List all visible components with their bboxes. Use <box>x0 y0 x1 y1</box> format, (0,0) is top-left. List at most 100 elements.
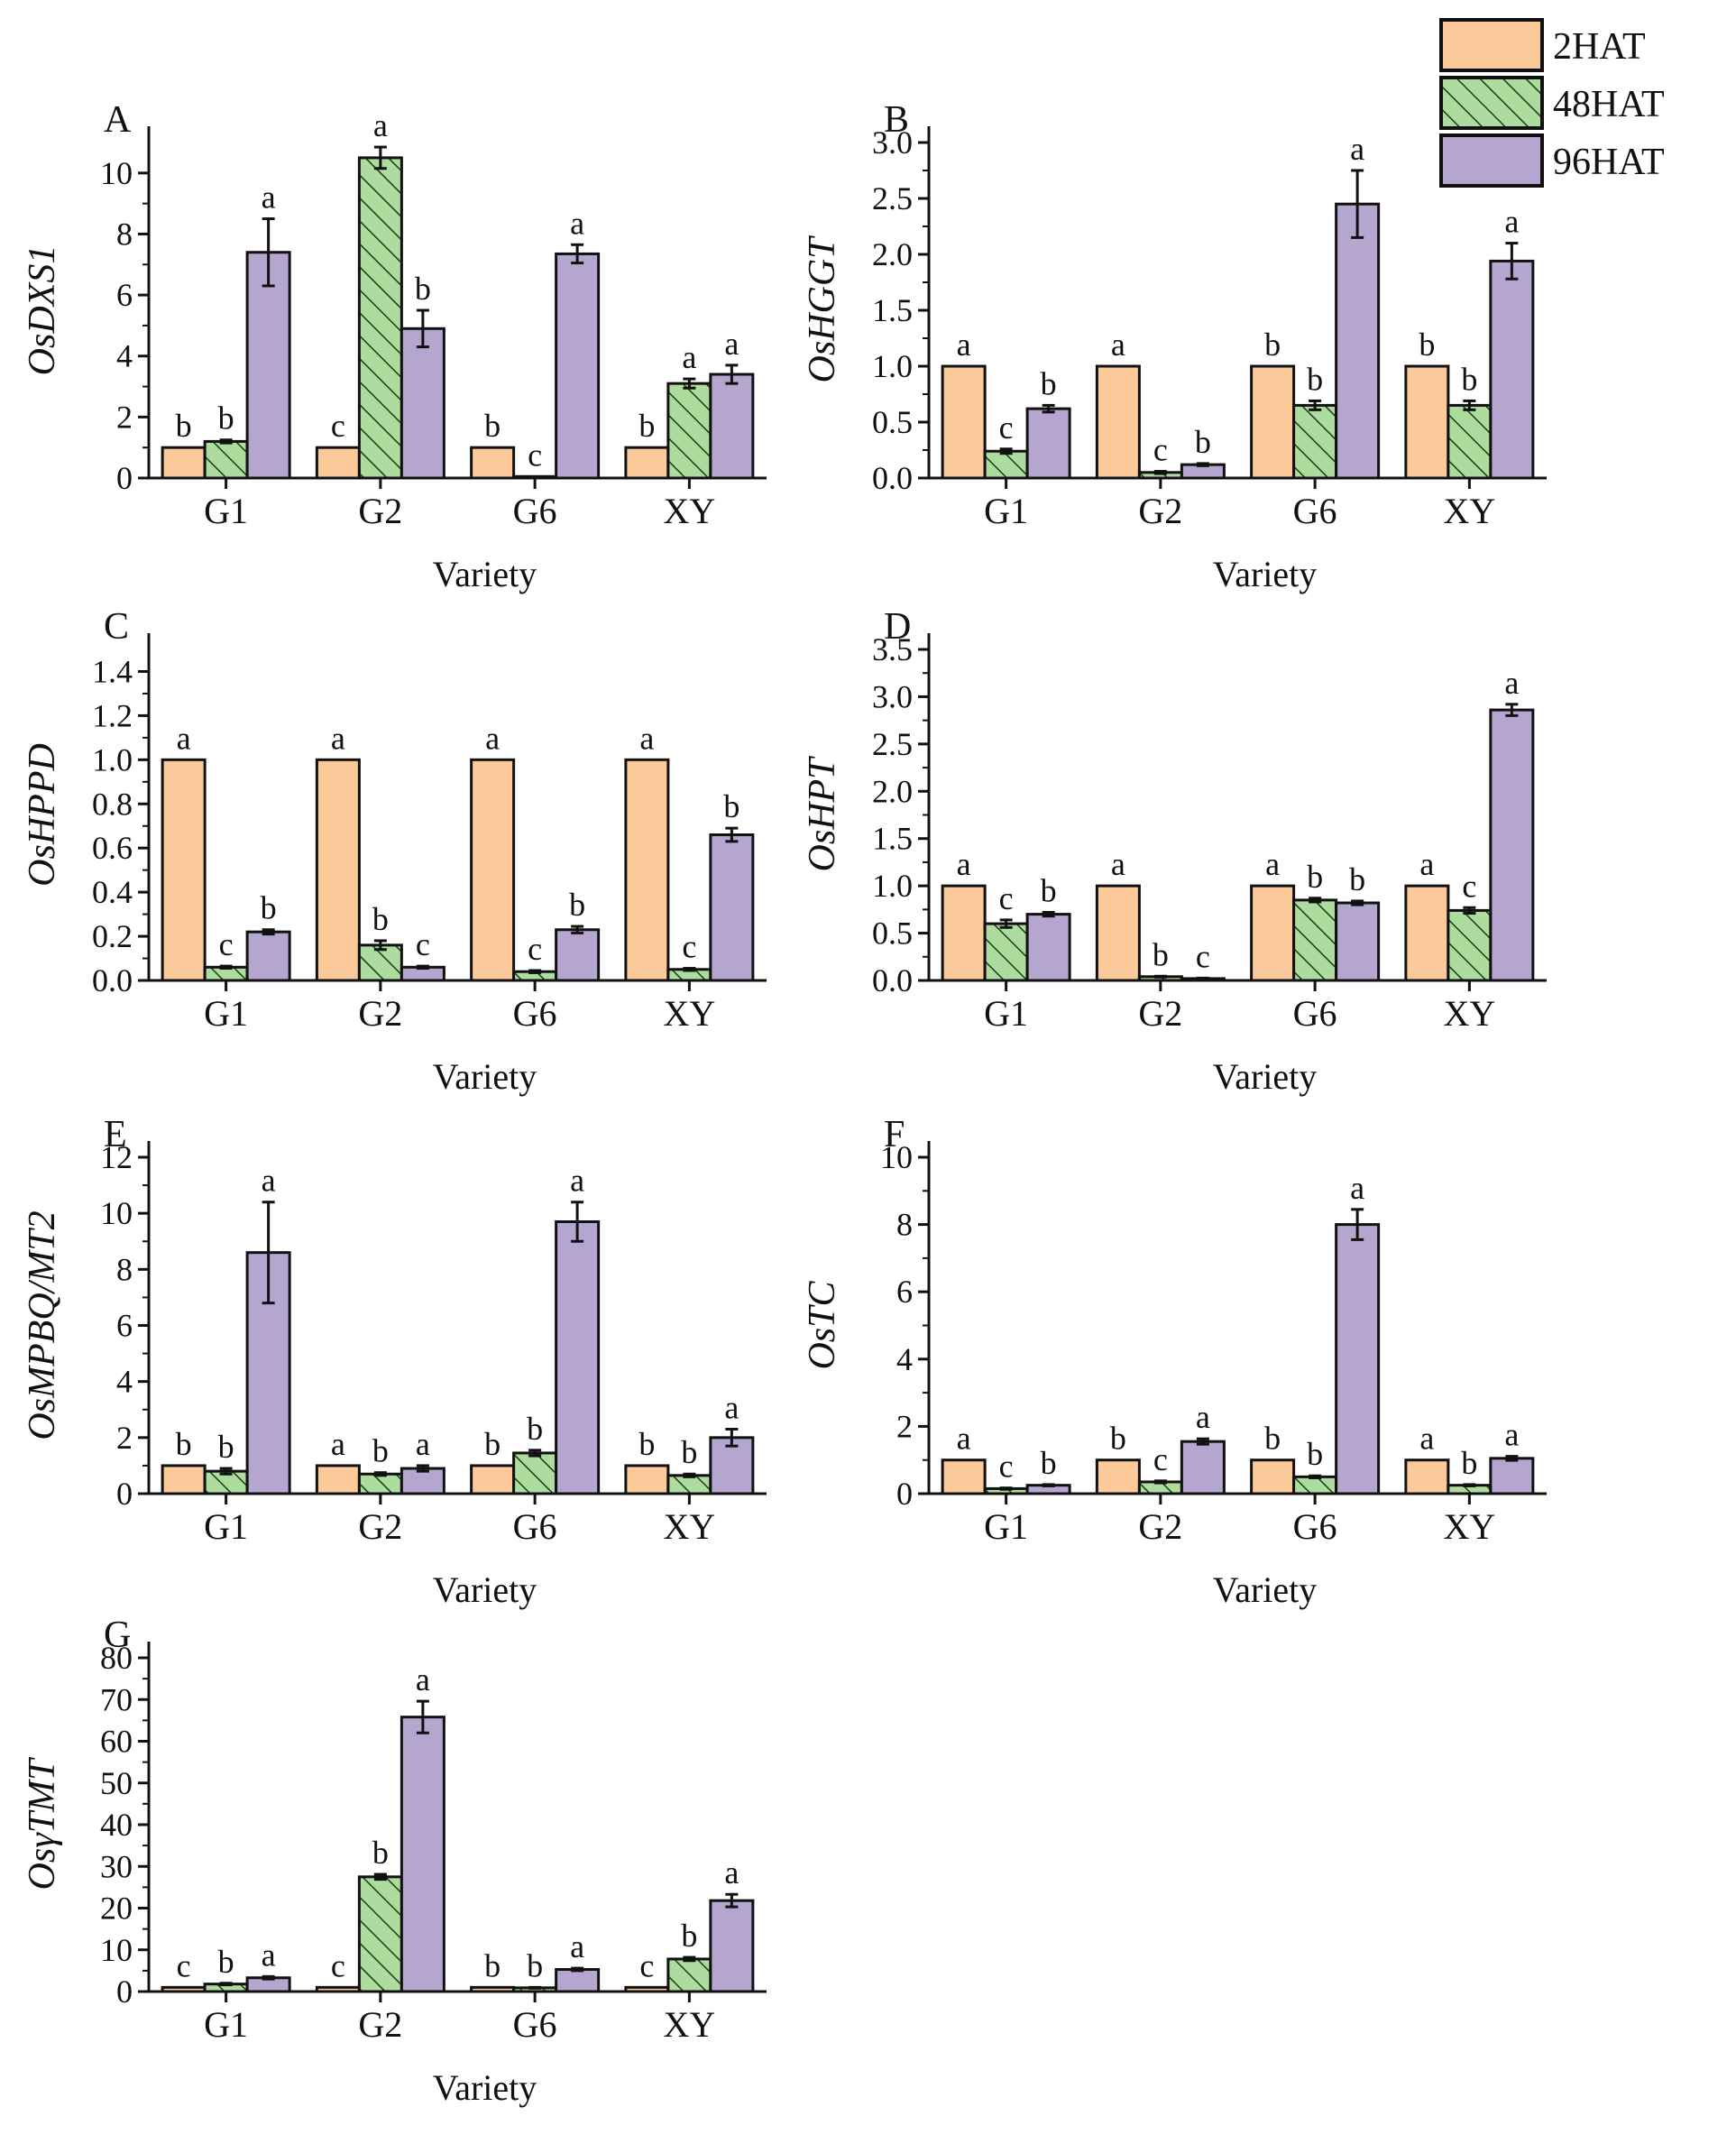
panel-c-sig-label-xy-48hat: c <box>682 929 696 965</box>
panel-b-sig-label-g2-2hat: a <box>1111 327 1125 363</box>
panel-c-bar-xy-96hat <box>709 833 755 982</box>
panel-b-sig-label-g6-96hat: a <box>1350 131 1364 167</box>
panel-c-ytick-label: 1.4 <box>92 653 133 689</box>
panel-g-ytick-label: 70 <box>100 1681 133 1717</box>
panel-g-category-label-g1: G1 <box>204 2004 248 2045</box>
panel-b-sig-label-g2-96hat: b <box>1195 424 1211 460</box>
panel-b-category-label-g2: G2 <box>1138 491 1182 531</box>
panel-c-ytick-label: 1.0 <box>92 741 133 777</box>
panel-g-sig-label-g6-96hat: a <box>570 1928 584 1964</box>
panel-c-sig-label-g2-48hat: b <box>372 901 389 937</box>
panel-a-sig-label-xy-2hat: b <box>638 408 655 444</box>
panel-a-category-label-xy: XY <box>663 491 715 531</box>
panel-f-ytick-label: 0 <box>896 1476 913 1512</box>
panel-a-ylabel: OsDXS1 <box>22 245 63 376</box>
panel-c-ytick-label: 0.6 <box>92 830 133 866</box>
panel-b-bar-g6-2hat <box>1250 364 1296 480</box>
panel-g-sig-label-g1-48hat: b <box>218 1944 234 1980</box>
panel-b: B0.00.51.01.52.02.53.0OsHGGTVarietyG1acb… <box>802 99 1547 594</box>
panel-a-sig-label-g6-48hat: c <box>528 437 542 473</box>
panel-f-sig-label-xy-48hat: b <box>1461 1445 1477 1481</box>
panel-g-category-label-g2: G2 <box>358 2004 402 2045</box>
panel-c-sig-label-g2-96hat: c <box>416 926 430 962</box>
panel-d-sig-label-xy-96hat: a <box>1504 665 1519 701</box>
panel-b-bar-g6-96hat <box>1335 202 1381 480</box>
panel-d-sig-label-g1-2hat: a <box>957 846 971 882</box>
panel-f-category-label-g1: G1 <box>984 1506 1028 1547</box>
panel-e-sig-label-g2-48hat: b <box>372 1433 389 1469</box>
panel-a-bar-g2-2hat <box>315 446 361 480</box>
panel-f-bar-g6-96hat <box>1335 1223 1381 1495</box>
panel-g-sig-label-xy-2hat: c <box>639 1947 654 1983</box>
panel-e-sig-label-g1-48hat: b <box>218 1429 234 1465</box>
legend-label-48HAT: 48HAT <box>1553 84 1665 125</box>
panel-g-sig-label-g6-2hat: b <box>484 1947 501 1983</box>
panel-g-category-label-xy: XY <box>663 2004 715 2045</box>
panel-g-ylabel: OsγTMT <box>22 1757 63 1891</box>
panel-e-bar-g6-48hat <box>512 1451 558 1495</box>
panel-b-bar-xy-48hat <box>1447 403 1493 480</box>
panel-g-sig-label-g6-48hat: b <box>527 1947 543 1983</box>
panel-a-sig-label-g2-48hat: a <box>373 107 388 143</box>
panel-c-letter: C <box>104 606 129 648</box>
panel-e-sig-label-xy-2hat: b <box>638 1426 655 1462</box>
panel-g-ytick-label: 20 <box>100 1891 133 1927</box>
panel-c-sig-label-g2-2hat: a <box>331 720 345 756</box>
panel-d-sig-label-xy-48hat: c <box>1462 868 1476 904</box>
panel-a-ytick-label: 0 <box>116 460 133 496</box>
panel-e-bar-g2-48hat <box>357 1472 403 1495</box>
panel-c-bar-g6-96hat <box>555 928 601 982</box>
panel-g-bar-xy-48hat <box>666 1957 712 1993</box>
panel-b-bar-g2-2hat <box>1095 364 1141 480</box>
panel-d-bar-g6-96hat <box>1335 901 1381 982</box>
panel-c-category-label-g6: G6 <box>513 993 557 1034</box>
panel-e-sig-label-g6-48hat: b <box>527 1411 543 1447</box>
panel-e-ytick-label: 12 <box>100 1139 133 1175</box>
panel-a-ytick-label: 2 <box>116 399 133 435</box>
panel-f-ytick-label: 4 <box>896 1341 913 1377</box>
panel-c-ytick-label: 0.4 <box>92 874 133 910</box>
panel-a-sig-label-g2-2hat: c <box>331 408 345 444</box>
panel-c-sig-label-g1-48hat: c <box>219 926 234 962</box>
panel-f-category-label-g6: G6 <box>1293 1506 1337 1547</box>
panel-c-sig-label-g1-2hat: a <box>177 720 191 756</box>
panel-b-category-label-g6: G6 <box>1293 491 1337 531</box>
panel-a-sig-label-xy-48hat: a <box>682 339 696 375</box>
panel-g-sig-label-g2-2hat: c <box>331 1947 345 1983</box>
panel-f-sig-label-g2-2hat: b <box>1110 1421 1126 1457</box>
panel-d-ylabel: OsHPT <box>802 756 843 872</box>
panel-c-sig-label-g6-48hat: c <box>528 931 542 967</box>
panel-a-bar-g6-96hat <box>555 252 601 480</box>
panel-e-sig-label-g2-96hat: a <box>416 1426 430 1462</box>
panel-f-sig-label-xy-96hat: a <box>1504 1417 1519 1453</box>
panel-a-ytick-label: 8 <box>116 216 133 252</box>
panel-e-sig-label-g1-96hat: a <box>262 1163 276 1199</box>
legend-item-2HAT: 2HAT <box>1439 18 1646 72</box>
panel-b-bar-g6-48hat <box>1292 403 1338 480</box>
panel-a-sig-label-g1-2hat: b <box>176 408 192 444</box>
panel-e-bar-g6-96hat <box>555 1219 601 1495</box>
panel-e-sig-label-g6-96hat: a <box>570 1163 584 1199</box>
panel-f-sig-label-g6-96hat: a <box>1350 1170 1364 1206</box>
panel-g-sig-label-g1-96hat: a <box>262 1937 276 1973</box>
panel-b-ytick-label: 0.0 <box>872 460 913 496</box>
panel-e-letter: E <box>104 1114 127 1155</box>
panel-f-sig-label-g6-48hat: b <box>1307 1436 1323 1472</box>
panel-f-category-label-g2: G2 <box>1138 1506 1182 1547</box>
panel-b-letter: B <box>884 99 909 141</box>
legend: 2HAT 48HAT 96HAT <box>1439 18 1665 188</box>
panel-a-ytick-label: 6 <box>116 277 133 313</box>
panel-c-ytick-label: 0.8 <box>92 786 133 822</box>
panel-g-sig-label-g2-48hat: b <box>372 1835 389 1871</box>
panel-g-sig-label-g2-96hat: a <box>416 1661 430 1698</box>
panel-a-bar-g1-96hat <box>245 251 291 480</box>
panel-a-bar-xy-2hat <box>624 446 670 480</box>
panel-c-sig-label-xy-2hat: a <box>639 720 654 756</box>
panel-c-bar-xy-2hat <box>624 758 670 982</box>
panel-a-letter: A <box>104 99 132 141</box>
panel-d-bar-xy-48hat <box>1447 908 1493 982</box>
panel-b-sig-label-xy-2hat: b <box>1419 327 1435 363</box>
panel-d-bar-g2-2hat <box>1095 884 1141 982</box>
panel-g-bar-g6-96hat <box>555 1967 601 1993</box>
